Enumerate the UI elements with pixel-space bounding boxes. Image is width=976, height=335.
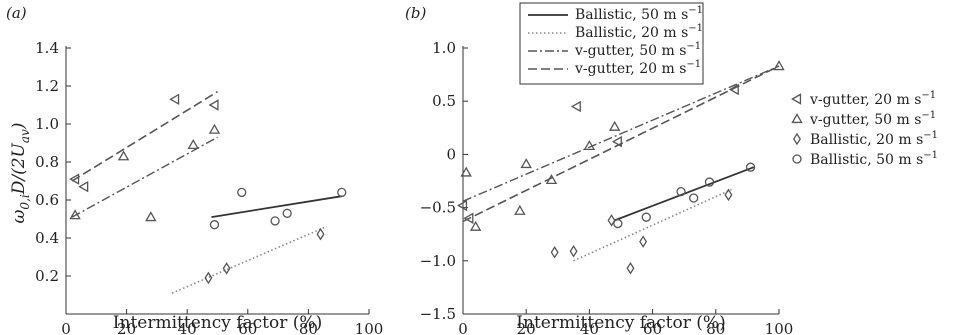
legend-marker-label: v-gutter, 20 m s−1	[809, 90, 936, 108]
data-point-vg20	[69, 173, 80, 185]
data-point-vg50	[460, 166, 472, 177]
data-point-vg50	[208, 123, 221, 134]
y-tick-label: 0.2	[35, 267, 59, 285]
legend-line-label: v-gutter, 50 m s−1	[574, 41, 701, 59]
data-point-b20	[550, 246, 559, 259]
y-tick-label: 1.0	[432, 39, 456, 57]
x-tick-label: 0	[458, 320, 468, 335]
chart-panel-a: (a) 0 20 40 60 80 100 0.2 0.4 0.6 0.8 1.0 1.2 1.4 Inte…	[6, 4, 383, 335]
data-point-vg20	[78, 180, 89, 193]
y-axis-title: ω0,iD/(2Uav)	[9, 123, 32, 224]
line-legend-box	[519, 2, 704, 85]
data-point-b20	[569, 244, 578, 258]
data-point-b50	[337, 187, 347, 198]
x-tick-label: 0	[61, 320, 71, 335]
data-point-b50	[270, 216, 280, 226]
legend-marker-label: Ballistic, 50 m s−1	[810, 150, 938, 168]
x-tick-label: 80	[299, 320, 318, 335]
data-point-vg20	[457, 199, 468, 212]
legend-line-label: Ballistic, 50 m s−1	[575, 5, 703, 23]
chart-panel-b: (b) 0 20 40 60 80 100 −1.5 −1.0 −0.5 0 0.5 1.0 Interm…	[405, 2, 938, 335]
data-point-b20	[204, 271, 213, 285]
data-point-vg20	[463, 212, 474, 224]
data-point-b20	[724, 188, 733, 202]
data-point-vg50	[773, 60, 785, 71]
data-point-vg50	[608, 120, 621, 131]
fit-line-ballistic20	[573, 188, 732, 262]
marker-legend: v-gutter, 20 m s−1 v-gutter, 50 m s−1 Ball…	[791, 90, 938, 168]
x-tick-label: 100	[765, 320, 794, 335]
legend-line-label: Ballistic, 20 m s−1	[575, 23, 703, 41]
data-point-b20	[639, 235, 648, 248]
data-point-b50	[613, 218, 623, 229]
y-tick-label: 0.8	[35, 153, 59, 171]
legend-marker	[793, 132, 801, 146]
y-tick-label: 0.5	[432, 92, 456, 110]
y-tick-label: 1.2	[35, 77, 59, 95]
legend-marker	[792, 154, 802, 164]
data-point-vg50	[514, 204, 526, 215]
data-point-b50	[282, 208, 292, 218]
data-point-vg50	[520, 158, 532, 169]
data-point-b50	[237, 187, 247, 198]
data-point-b50	[704, 177, 715, 187]
x-tick-label: 60	[643, 320, 662, 335]
data-point-b50	[641, 212, 651, 222]
data-point-b50	[676, 186, 686, 197]
legend-line-label: v-gutter, 20 m s−1	[574, 59, 701, 77]
y-tick-label: −0.5	[420, 199, 456, 217]
data-point-vg50	[187, 138, 199, 150]
data-point-vg20	[728, 83, 739, 96]
data-point-vg50	[145, 211, 157, 222]
y-tick-label: 0.4	[35, 229, 59, 247]
data-point-vg50	[69, 209, 81, 220]
data-point-vg20	[169, 93, 180, 106]
fit-line-ballistic20	[171, 225, 327, 294]
x-tick-label: 20	[117, 320, 136, 335]
data-point-b20	[222, 262, 231, 275]
fit-line-vgutter50	[462, 65, 780, 202]
y-tick-label: 1.4	[35, 39, 59, 57]
x-tick-label: 20	[517, 320, 536, 335]
data-point-vg20	[611, 135, 622, 148]
legend-marker	[791, 113, 803, 124]
data-point-b50	[745, 162, 756, 172]
data-point-vg50	[117, 150, 130, 161]
fit-line-vgutter50	[71, 136, 218, 218]
x-axis-title: Intermittency factor (%)	[113, 313, 322, 333]
data-point-vg20	[570, 100, 581, 113]
fit-line-ballistic50	[211, 195, 342, 218]
y-tick-label: 0.6	[35, 191, 59, 209]
y-tick-label: 1.0	[35, 115, 59, 133]
panel-label: (a)	[6, 4, 27, 22]
x-axis-title: Intermittency factor (%)	[516, 313, 725, 333]
data-point-b50	[209, 220, 220, 230]
x-tick-label: 80	[706, 320, 725, 335]
data-point-b20	[626, 261, 635, 275]
data-point-b20	[607, 214, 616, 227]
data-point-vg50	[469, 220, 482, 231]
x-tick-label: 40	[580, 320, 599, 335]
x-tick-label: 100	[355, 320, 384, 335]
data-point-vg50	[545, 174, 558, 185]
data-point-b50	[689, 193, 699, 203]
x-tick-label: 60	[238, 320, 257, 335]
panel-label: (b)	[405, 4, 426, 22]
y-tick-label: 0	[446, 145, 456, 163]
legend-marker-label: Ballistic, 20 m s−1	[810, 130, 938, 148]
legend-marker	[791, 93, 802, 105]
data-point-b20	[316, 227, 325, 241]
data-point-vg50	[583, 139, 596, 150]
fit-line-vgutter20	[71, 91, 218, 182]
x-tick-label: 40	[178, 320, 197, 335]
y-tick-label: −1.0	[420, 252, 456, 270]
y-tick-label: −1.5	[420, 305, 456, 323]
legend-marker-label: v-gutter, 50 m s−1	[809, 110, 936, 128]
data-point-vg20	[208, 99, 219, 111]
